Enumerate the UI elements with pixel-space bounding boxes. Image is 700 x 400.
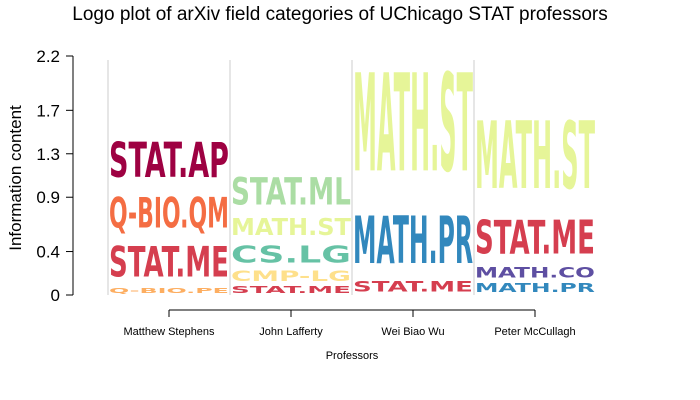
logo-segment: Q-BIO.PE	[109, 287, 229, 295]
logo-segment: STAT.ME	[353, 279, 473, 295]
logo-segment: STAT.ME	[475, 210, 595, 264]
y-tick-label: 2.2	[36, 47, 60, 66]
y-tick-label: 0.4	[36, 243, 60, 262]
logo-segment: Q-BIO.QM	[109, 189, 229, 238]
x-tick-label: Peter McCullagh	[494, 326, 575, 338]
logo-segment: STAT.ME	[231, 284, 351, 295]
x-tick-label: Matthew Stephens	[123, 326, 215, 338]
y-tick-label: 1.7	[36, 101, 60, 120]
y-axis-label: Information content	[6, 105, 25, 251]
y-tick-label: 0	[51, 286, 60, 305]
logo-segment: MATH.CO	[475, 264, 595, 281]
logo-segment: STAT.ME	[109, 239, 229, 287]
logo-segment: MATH.PR	[353, 203, 473, 279]
logo-segment: STAT.AP	[109, 134, 229, 190]
x-axis-label: Professors	[326, 350, 379, 362]
logo-segment: CMP-LG	[231, 269, 351, 285]
logo-segment: CS.LG	[231, 242, 351, 269]
logo-segment: STAT.ML	[231, 170, 351, 214]
x-tick-label: John Lafferty	[259, 326, 323, 338]
y-tick-label: 1.3	[36, 145, 60, 164]
logo-segment: MATH.ST	[231, 213, 351, 241]
y-tick-label: 0.9	[36, 188, 60, 207]
x-tick-label: Wei Biao Wu	[381, 326, 444, 338]
logo-segment: MATH.ST	[353, 45, 473, 202]
logo-segment: MATH.ST	[475, 102, 595, 210]
logo-segment: MATH.PR	[475, 282, 596, 296]
chart-title: Logo plot of arXiv field categories of U…	[72, 4, 607, 25]
